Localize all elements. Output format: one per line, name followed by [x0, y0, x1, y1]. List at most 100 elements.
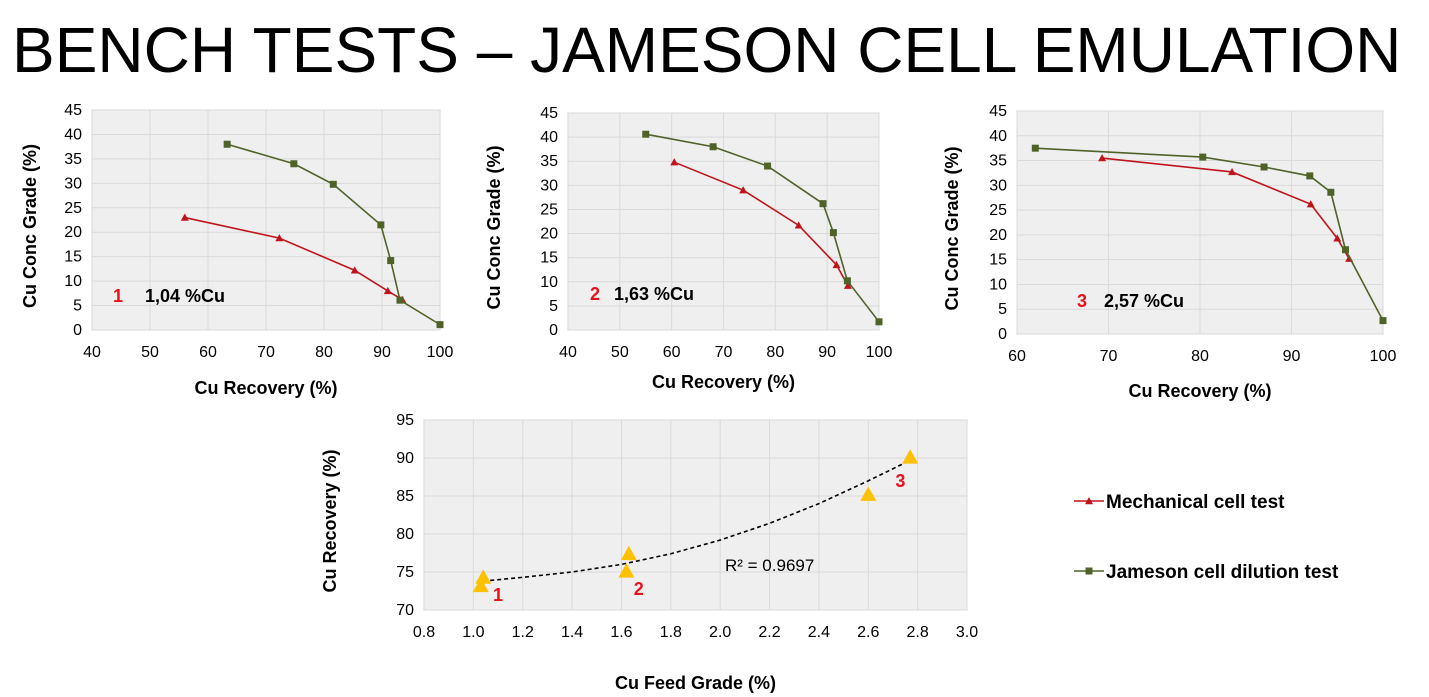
- feed-grade-label: 2,57 %Cu: [1104, 291, 1184, 311]
- data-point-jameson: [223, 140, 231, 148]
- y-tick-label: 35: [540, 153, 558, 170]
- data-point-mechanical: [350, 266, 359, 274]
- x-tick-label: 80: [766, 344, 784, 361]
- data-point-jameson: [829, 229, 837, 237]
- x-tick-label: 50: [611, 344, 629, 361]
- y-tick-label: 25: [989, 202, 1007, 219]
- data-point-jameson: [764, 162, 772, 170]
- x-tick-label: 100: [427, 344, 454, 361]
- data-point-jameson: [329, 180, 337, 188]
- y-tick-label: 45: [64, 102, 82, 119]
- x-tick-label: 90: [1283, 348, 1301, 365]
- data-point-feed-grade: [620, 545, 637, 561]
- x-tick-label: 100: [1370, 348, 1397, 365]
- data-point-jameson: [642, 130, 650, 138]
- y-tick-label: 20: [989, 227, 1007, 244]
- y-tick-label: 70: [396, 602, 414, 619]
- data-point-jameson: [1341, 246, 1349, 254]
- y-tick-label: 15: [989, 252, 1007, 269]
- y-tick-label: 75: [396, 564, 414, 581]
- data-point-jameson: [1260, 163, 1268, 171]
- y-tick-label: 30: [540, 177, 558, 194]
- data-point-jameson: [1031, 144, 1039, 152]
- y-tick-label: 40: [540, 129, 558, 146]
- x-tick-label: 1.4: [561, 624, 583, 641]
- x-tick-label: 1.0: [462, 624, 484, 641]
- r-squared-label: R² = 0.9697: [725, 556, 814, 575]
- data-point-jameson: [819, 200, 827, 208]
- y-tick-label: 0: [998, 326, 1007, 343]
- x-axis-label: Cu Feed Grade (%): [615, 673, 776, 693]
- y-tick-label: 80: [396, 526, 414, 543]
- y-axis-label: Cu Conc Grade (%): [942, 146, 962, 310]
- data-point-jameson: [1327, 188, 1335, 196]
- x-tick-label: 0.8: [413, 624, 435, 641]
- group-label: 2: [634, 579, 644, 599]
- x-tick-label: 80: [1191, 348, 1209, 365]
- y-tick-label: 20: [540, 226, 558, 243]
- x-tick-label: 70: [257, 344, 275, 361]
- legend-label-jameson: Jameson cell dilution test: [1106, 562, 1339, 583]
- x-tick-label: 70: [715, 344, 733, 361]
- y-tick-label: 30: [989, 177, 1007, 194]
- y-tick-label: 30: [64, 175, 82, 192]
- x-tick-label: 2.4: [808, 624, 830, 641]
- y-tick-label: 5: [998, 301, 1007, 318]
- data-point-jameson: [709, 143, 717, 151]
- x-axis-label: Cu Recovery (%): [194, 378, 337, 398]
- x-tick-label: 1.2: [512, 624, 534, 641]
- data-point-mechanical: [1306, 200, 1315, 208]
- y-tick-label: 45: [540, 105, 558, 122]
- x-tick-label: 80: [315, 344, 333, 361]
- y-axis-label: Cu Conc Grade (%): [484, 145, 504, 309]
- data-point-feed-grade: [618, 563, 635, 578]
- y-tick-label: 0: [73, 322, 82, 339]
- data-point-jameson: [290, 160, 298, 168]
- legend-marker-jameson: [1085, 567, 1093, 575]
- y-tick-label: 25: [64, 200, 82, 217]
- y-axis-label: Cu Conc Grade (%): [20, 144, 40, 308]
- data-point-mechanical: [739, 186, 748, 194]
- data-point-mechanical: [1228, 167, 1237, 176]
- data-point-mechanical: [383, 286, 392, 295]
- data-point-jameson: [843, 277, 851, 285]
- data-point-feed-grade: [472, 577, 489, 593]
- plot-area: [423, 419, 968, 611]
- y-tick-label: 0: [549, 322, 558, 339]
- x-tick-label: 2.2: [758, 624, 780, 641]
- data-point-mechanical: [670, 158, 679, 166]
- data-point-jameson: [875, 318, 883, 326]
- data-point-mechanical: [1098, 154, 1107, 162]
- y-tick-label: 35: [989, 153, 1007, 170]
- y-tick-label: 25: [540, 201, 558, 218]
- x-tick-label: 100: [866, 344, 893, 361]
- data-point-mechanical: [794, 221, 803, 229]
- chart-number-label: 3: [1077, 291, 1087, 311]
- x-tick-label: 60: [199, 344, 217, 361]
- data-point-mechanical: [1333, 234, 1342, 242]
- x-tick-label: 70: [1100, 348, 1118, 365]
- x-tick-label: 2.0: [709, 624, 731, 641]
- x-tick-label: 90: [373, 344, 391, 361]
- feed-grade-label: 1,63 %Cu: [614, 284, 694, 304]
- data-point-jameson: [377, 221, 385, 229]
- y-tick-label: 5: [549, 298, 558, 315]
- data-point-feed-grade: [475, 569, 492, 584]
- data-point-feed-grade: [902, 449, 919, 464]
- group-label: 3: [895, 471, 905, 491]
- trendline: [483, 459, 911, 582]
- chart-number-label: 1: [113, 286, 123, 306]
- x-tick-label: 2.8: [907, 624, 929, 641]
- y-tick-label: 40: [64, 126, 82, 143]
- y-tick-label: 15: [64, 249, 82, 266]
- data-point-jameson: [1379, 317, 1387, 325]
- x-tick-label: 1.6: [610, 624, 632, 641]
- x-tick-label: 40: [83, 344, 101, 361]
- x-tick-label: 2.6: [857, 624, 879, 641]
- chart-number-label: 2: [590, 284, 600, 304]
- data-point-jameson: [396, 296, 404, 304]
- feed-grade-label: 1,04 %Cu: [145, 286, 225, 306]
- x-tick-label: 50: [141, 344, 159, 361]
- y-tick-label: 95: [396, 412, 414, 429]
